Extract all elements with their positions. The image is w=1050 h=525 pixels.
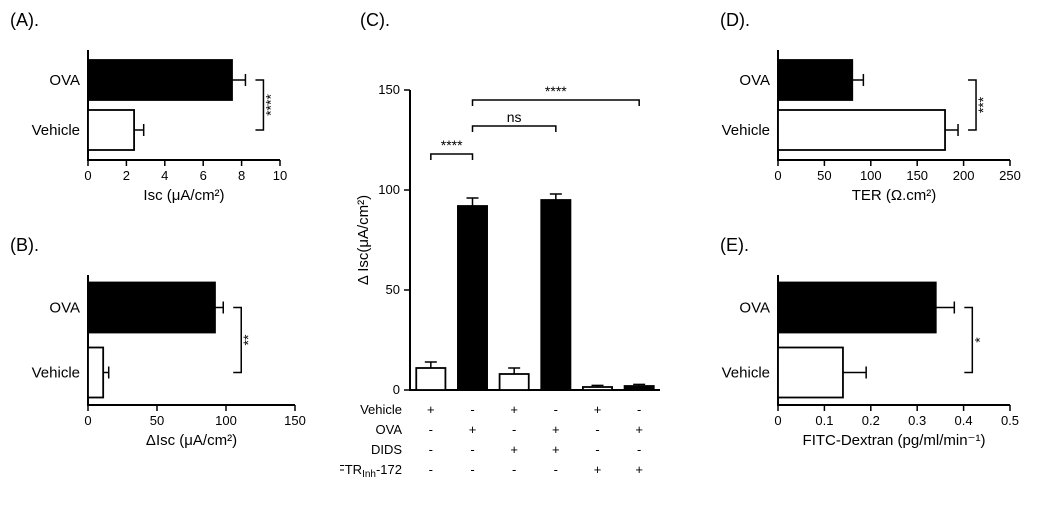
svg-text:Isc (μA/cm²): Isc (μA/cm²) bbox=[143, 187, 224, 204]
panel-a-label: (A). bbox=[10, 10, 39, 31]
svg-text:-: - bbox=[429, 442, 433, 457]
svg-text:-: - bbox=[637, 402, 641, 417]
chart-a: 0 2 4 6 8 10 Isc (μA/cm²) OVA Vehicle **** bbox=[10, 40, 320, 210]
svg-text:-: - bbox=[595, 442, 599, 457]
svg-text:Vehicle: Vehicle bbox=[360, 402, 402, 417]
svg-text:-: - bbox=[554, 462, 558, 477]
svg-text:TER (Ω.cm²): TER (Ω.cm²) bbox=[852, 187, 937, 204]
svg-text:10: 10 bbox=[273, 168, 287, 183]
svg-text:50: 50 bbox=[817, 168, 831, 183]
svg-text:-: - bbox=[512, 422, 516, 437]
svg-text:***: *** bbox=[975, 96, 991, 113]
svg-text:100: 100 bbox=[860, 168, 882, 183]
svg-text:+: + bbox=[469, 422, 477, 437]
svg-text:DIDS: DIDS bbox=[371, 442, 402, 457]
svg-text:8: 8 bbox=[238, 168, 245, 183]
bar-ova bbox=[778, 60, 852, 100]
svg-text:2: 2 bbox=[123, 168, 130, 183]
bar-c-5 bbox=[625, 386, 654, 390]
chart-b: 0 50 100 150 ΔIsc (μA/cm²) OVA Vehicle ** bbox=[10, 265, 320, 465]
bar-c-4 bbox=[583, 387, 612, 390]
chart-c: 0 50 100 150 Δ Isc(μA/cm²) Vehicle + - + - + - OVA - +… bbox=[340, 40, 680, 510]
svg-text:+: + bbox=[635, 422, 643, 437]
panel-c-label: (C). bbox=[360, 10, 390, 31]
svg-text:0: 0 bbox=[774, 413, 781, 428]
bar-vehicle bbox=[778, 110, 945, 150]
svg-text:+: + bbox=[635, 462, 643, 477]
svg-text:OVA: OVA bbox=[376, 422, 403, 437]
bar-vehicle bbox=[778, 348, 843, 398]
panel-b-label: (B). bbox=[10, 235, 39, 256]
svg-text:Vehicle: Vehicle bbox=[722, 122, 770, 139]
svg-text:ns: ns bbox=[507, 109, 522, 125]
svg-text:250: 250 bbox=[999, 168, 1021, 183]
svg-text:0: 0 bbox=[774, 168, 781, 183]
svg-text:150: 150 bbox=[378, 82, 400, 97]
svg-text:-: - bbox=[554, 402, 558, 417]
svg-text:FITC-Dextran (pg/ml/min⁻¹): FITC-Dextran (pg/ml/min⁻¹) bbox=[803, 432, 986, 449]
panel-e-label: (E). bbox=[720, 235, 749, 256]
svg-text:0.5: 0.5 bbox=[1001, 413, 1019, 428]
svg-text:-: - bbox=[470, 442, 474, 457]
svg-text:150: 150 bbox=[906, 168, 928, 183]
svg-text:+: + bbox=[594, 402, 602, 417]
svg-text:+: + bbox=[594, 462, 602, 477]
panel-d-label: (D). bbox=[720, 10, 750, 31]
svg-text:OVA: OVA bbox=[739, 300, 770, 317]
svg-text:-: - bbox=[595, 422, 599, 437]
bar-vehicle bbox=[88, 110, 134, 150]
svg-text:-: - bbox=[429, 462, 433, 477]
bar-ova bbox=[88, 283, 215, 333]
svg-text:0.2: 0.2 bbox=[862, 413, 880, 428]
bar-c-0 bbox=[416, 368, 445, 390]
svg-text:Vehicle: Vehicle bbox=[32, 365, 80, 382]
svg-text:****: **** bbox=[262, 94, 278, 116]
svg-text:0: 0 bbox=[393, 382, 400, 397]
bar-c-3 bbox=[541, 200, 570, 390]
svg-text:0.4: 0.4 bbox=[955, 413, 973, 428]
svg-text:6: 6 bbox=[200, 168, 207, 183]
svg-text:0: 0 bbox=[84, 168, 91, 183]
chart-d: 0 50 100 150 200 250 TER (Ω.cm²) OVA Vehicle *** bbox=[700, 40, 1040, 210]
svg-text:0.3: 0.3 bbox=[908, 413, 926, 428]
bar-c-1 bbox=[458, 206, 487, 390]
svg-text:+: + bbox=[510, 402, 518, 417]
svg-text:4: 4 bbox=[161, 168, 168, 183]
svg-text:0: 0 bbox=[84, 413, 91, 428]
svg-text:OVA: OVA bbox=[49, 300, 80, 317]
svg-text:150: 150 bbox=[284, 413, 306, 428]
svg-text:100: 100 bbox=[215, 413, 237, 428]
svg-text:+: + bbox=[427, 402, 435, 417]
svg-text:****: **** bbox=[545, 83, 567, 99]
svg-text:0.1: 0.1 bbox=[815, 413, 833, 428]
svg-text:CFTRInh-172: CFTRInh-172 bbox=[340, 462, 402, 480]
svg-text:OVA: OVA bbox=[49, 72, 80, 89]
bar-vehicle bbox=[88, 348, 103, 398]
svg-text:-: - bbox=[470, 462, 474, 477]
chart-e: 0 0.1 0.2 0.3 0.4 0.5 FITC-Dextran (pg/ml/min⁻… bbox=[700, 265, 1040, 465]
svg-text:*: * bbox=[971, 337, 987, 343]
svg-text:Δ Isc(μA/cm²): Δ Isc(μA/cm²) bbox=[355, 195, 372, 285]
svg-text:100: 100 bbox=[378, 182, 400, 197]
svg-text:50: 50 bbox=[150, 413, 164, 428]
svg-text:+: + bbox=[510, 442, 518, 457]
svg-text:**: ** bbox=[240, 334, 256, 345]
bar-c-2 bbox=[500, 374, 529, 390]
svg-text:200: 200 bbox=[953, 168, 975, 183]
svg-text:-: - bbox=[470, 402, 474, 417]
svg-text:+: + bbox=[552, 422, 560, 437]
svg-text:****: **** bbox=[441, 137, 463, 153]
svg-text:50: 50 bbox=[386, 282, 400, 297]
bar-ova bbox=[778, 283, 936, 333]
svg-text:-: - bbox=[637, 442, 641, 457]
svg-text:-: - bbox=[429, 422, 433, 437]
svg-text:-: - bbox=[512, 462, 516, 477]
svg-text:Vehicle: Vehicle bbox=[722, 365, 770, 382]
svg-text:OVA: OVA bbox=[739, 72, 770, 89]
svg-text:ΔIsc (μA/cm²): ΔIsc (μA/cm²) bbox=[146, 432, 237, 449]
svg-text:Vehicle: Vehicle bbox=[32, 122, 80, 139]
svg-text:+: + bbox=[552, 442, 560, 457]
bar-ova bbox=[88, 60, 232, 100]
